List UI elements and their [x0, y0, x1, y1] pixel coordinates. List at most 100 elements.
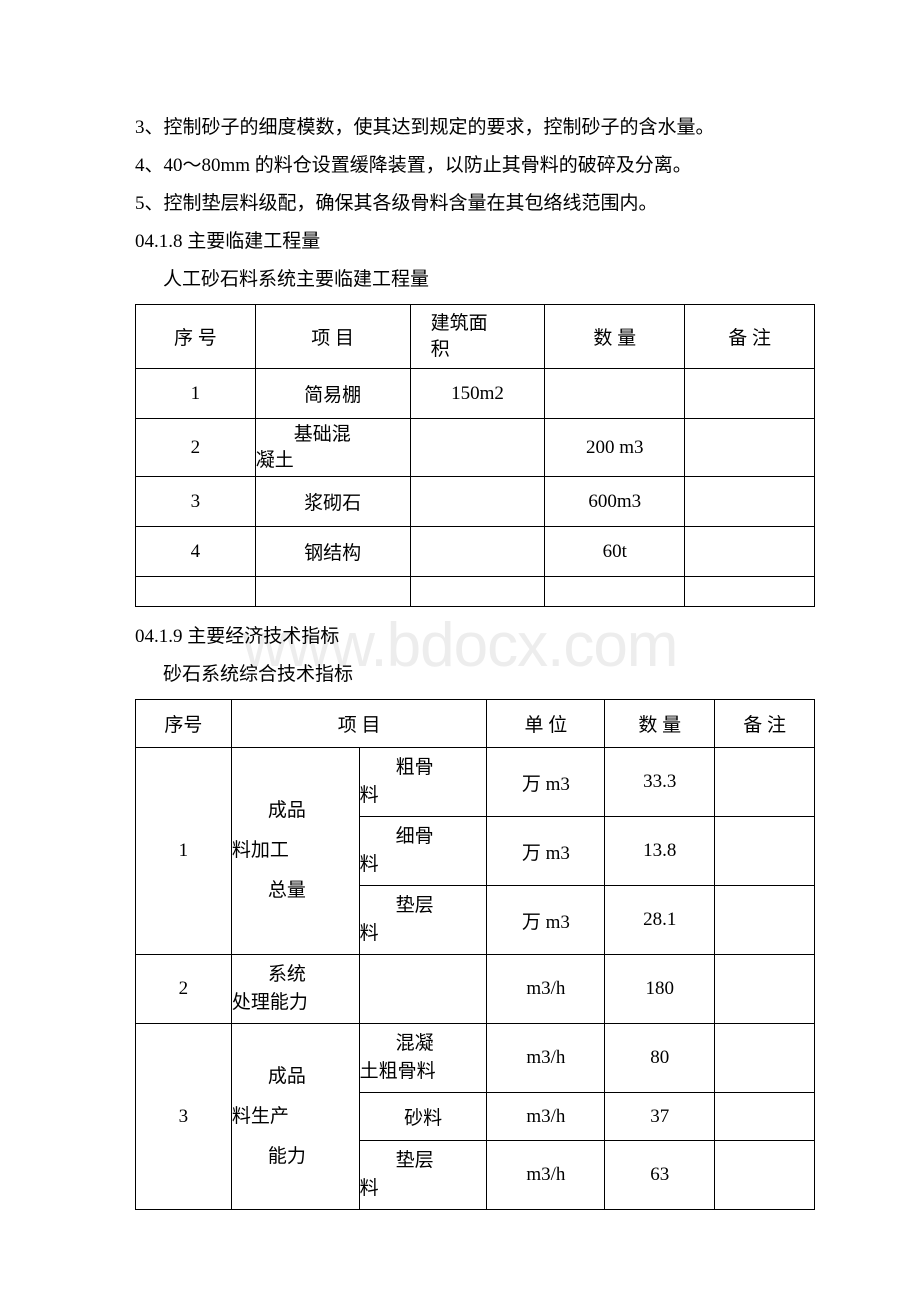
table-cell	[685, 527, 815, 577]
table-cell: 基础混 凝土	[255, 419, 410, 477]
table-cell	[715, 955, 815, 1024]
table-header-cell: 项 目	[255, 305, 410, 369]
table-cell: 4	[136, 527, 256, 577]
table-cell: 150m2	[410, 369, 545, 419]
table-cell: 粗骨料	[359, 748, 487, 817]
cell-text: 基础混	[294, 424, 351, 445]
table-cell: 垫层料	[359, 886, 487, 955]
table-cell: 3	[136, 477, 256, 527]
table-cell: 系统处理能力	[231, 955, 359, 1024]
table-cell	[359, 955, 487, 1024]
table-header-cell: 项 目	[231, 700, 487, 748]
table-cell: 2	[136, 419, 256, 477]
table-cell: 3	[136, 1024, 232, 1210]
cell-text: 总量	[268, 880, 306, 901]
table-cell: 1	[136, 369, 256, 419]
table-header-cell: 备 注	[715, 700, 815, 748]
table-cell	[255, 577, 410, 607]
table-cell	[685, 369, 815, 419]
table-tech-indicators: 序号 项 目 单 位 数 量 备 注 1 成品 料加工 总量 粗骨料 万 m3 …	[135, 699, 815, 1210]
cell-text: 成品	[268, 800, 306, 821]
table-cell: m3/h	[487, 1024, 605, 1093]
table-cell: 13.8	[605, 817, 715, 886]
table-cell	[685, 419, 815, 477]
table-cell: 180	[605, 955, 715, 1024]
table-cell	[715, 886, 815, 955]
table-row: 1 成品 料加工 总量 粗骨料 万 m3 33.3	[136, 748, 815, 817]
table-cell: 万 m3	[487, 886, 605, 955]
table-cell: 成品 料加工 总量	[231, 748, 359, 955]
cell-text: 垫层	[396, 1150, 434, 1171]
table-row: 序 号 项 目 建筑面 积 数 量 备 注	[136, 305, 815, 369]
paragraph-2: 4、40～80mm 的料仓设置缓降装置，以防止其骨料的破碎及分离。	[135, 148, 810, 184]
table-cell: 1	[136, 748, 232, 955]
table-temporary-works: 序 号 项 目 建筑面 积 数 量 备 注 1 简易棚 150m2 2 基础混	[135, 304, 815, 607]
table-cell: 成品 料生产 能力	[231, 1024, 359, 1210]
section-1-heading: 04.1.8 主要临建工程量	[135, 224, 810, 260]
table-cell	[685, 577, 815, 607]
table-cell	[545, 577, 685, 607]
cell-text: 细骨	[396, 826, 434, 847]
table-cell	[410, 577, 545, 607]
cell-text: 料	[360, 785, 379, 806]
table-cell: m3/h	[487, 955, 605, 1024]
table-header-cell: 单 位	[487, 700, 605, 748]
cell-text: 建筑面	[431, 313, 488, 334]
table-cell: 37	[605, 1093, 715, 1141]
table-cell	[136, 577, 256, 607]
table-cell	[545, 369, 685, 419]
table-header-cell: 数 量	[545, 305, 685, 369]
table-cell	[410, 527, 545, 577]
table-cell: 600m3	[545, 477, 685, 527]
table-cell: m3/h	[487, 1141, 605, 1210]
cell-text: 能力	[268, 1146, 306, 1167]
table-cell	[715, 1093, 815, 1141]
table-header-cell: 建筑面 积	[410, 305, 545, 369]
table-cell	[715, 1024, 815, 1093]
paragraph-1: 3、控制砂子的细度模数，使其达到规定的要求，控制砂子的含水量。	[135, 110, 810, 146]
cell-text: 混凝	[396, 1033, 434, 1054]
table-cell: m3/h	[487, 1093, 605, 1141]
cell-text: 粗骨	[396, 757, 434, 778]
cell-text: 料加工	[232, 840, 289, 861]
table-cell: 万 m3	[487, 817, 605, 886]
table-cell: 浆砌石	[255, 477, 410, 527]
table-cell: 2	[136, 955, 232, 1024]
document-content: 3、控制砂子的细度模数，使其达到规定的要求，控制砂子的含水量。 4、40～80m…	[135, 110, 810, 1210]
cell-text: 积	[431, 339, 450, 360]
cell-text: 土粗骨料	[360, 1061, 436, 1082]
cell-text: 处理能力	[232, 992, 308, 1013]
section-1-subheading: 人工砂石料系统主要临建工程量	[135, 262, 810, 298]
table-cell: 33.3	[605, 748, 715, 817]
cell-text: 料生产	[232, 1106, 289, 1127]
table-row: 4 钢结构 60t	[136, 527, 815, 577]
table-cell	[715, 817, 815, 886]
table-header-cell: 序 号	[136, 305, 256, 369]
table-cell: 细骨料	[359, 817, 487, 886]
table-row: 3 成品 料生产 能力 混凝土粗骨料 m3/h 80	[136, 1024, 815, 1093]
paragraph-3: 5、控制垫层料级配，确保其各级骨料含量在其包络线范围内。	[135, 186, 810, 222]
table-cell	[715, 1141, 815, 1210]
table-cell	[685, 477, 815, 527]
table-header-cell: 备 注	[685, 305, 815, 369]
table-cell: 钢结构	[255, 527, 410, 577]
table-cell: 垫层料	[359, 1141, 487, 1210]
table-row: 3 浆砌石 600m3	[136, 477, 815, 527]
table-row: 2 系统处理能力 m3/h 180	[136, 955, 815, 1024]
table-cell: 砂料	[359, 1093, 487, 1141]
table-row: 2 基础混 凝土 200 m3	[136, 419, 815, 477]
cell-text: 凝土	[256, 450, 294, 471]
section-2-heading: 04.1.9 主要经济技术指标	[135, 619, 810, 655]
cell-text: 料	[360, 923, 379, 944]
table-cell: 万 m3	[487, 748, 605, 817]
table-cell: 简易棚	[255, 369, 410, 419]
cell-text: 成品	[268, 1066, 306, 1087]
table-row: 序号 项 目 单 位 数 量 备 注	[136, 700, 815, 748]
table-header-cell: 数 量	[605, 700, 715, 748]
table-cell	[715, 748, 815, 817]
table-row: 1 简易棚 150m2	[136, 369, 815, 419]
table-cell: 80	[605, 1024, 715, 1093]
section-2-subheading: 砂石系统综合技术指标	[135, 657, 810, 693]
table-cell: 63	[605, 1141, 715, 1210]
table-cell: 混凝土粗骨料	[359, 1024, 487, 1093]
